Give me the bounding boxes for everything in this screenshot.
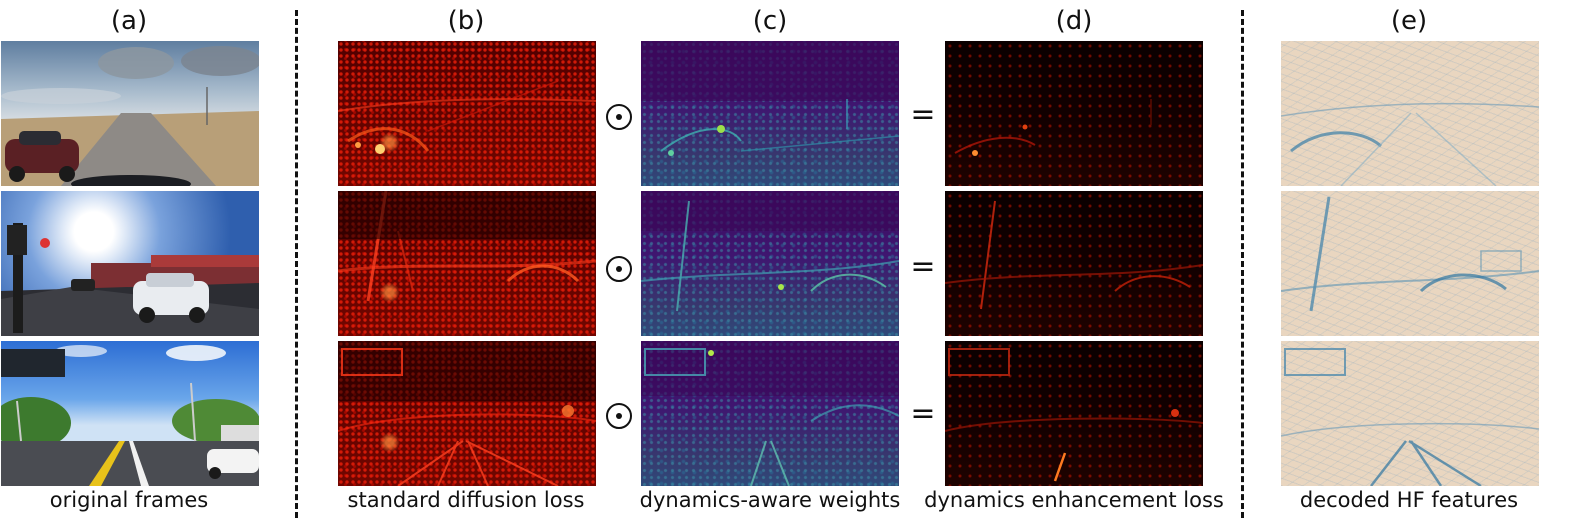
loss-b-2-structure: [338, 191, 596, 302]
dynamics-weights-map-1: [641, 41, 899, 186]
diffusion-loss-map-3: [338, 341, 596, 486]
hf-features-map-2: [1281, 191, 1539, 336]
multiply-operator-3: [606, 403, 632, 429]
caption-decoded-hf-features: decoded HF features: [1299, 488, 1519, 512]
equals-operator-2: =: [910, 249, 936, 284]
panel-label-d: (d): [1055, 6, 1093, 36]
diffusion-loss-map-2: [338, 191, 596, 336]
diffusion-loss-map-1: [338, 41, 596, 186]
weights-c-2-structure: [641, 191, 899, 312]
caption-dynamics-enhancement-loss: dynamics enhancement loss: [924, 488, 1224, 512]
equals-operator-3: =: [910, 396, 936, 431]
hf-e-1-structure: [1281, 103, 1539, 186]
dynamics-weights-map-3: [641, 341, 899, 486]
caption-original-frames: original frames: [49, 488, 209, 512]
frame-3-scene: [1, 345, 259, 486]
loss-d-1-structure: [954, 99, 1152, 156]
enhancement-loss-map-1: [945, 41, 1203, 186]
multiply-operator-1: [606, 104, 632, 130]
hf-features-map-1: [1281, 41, 1539, 186]
panel-label-b: (b): [447, 6, 485, 36]
equals-operator-1: =: [910, 97, 936, 132]
loss-d-2-structure: [945, 200, 1203, 310]
weights-c-3-structure: [641, 341, 899, 486]
panel-label-a: (a): [110, 6, 148, 36]
caption-dynamics-aware-weights: dynamics-aware weights: [639, 488, 901, 512]
hf-e-2-structure: [1281, 196, 1539, 312]
frame-2-scene: [1, 223, 259, 336]
dynamics-weights-map-2: [641, 191, 899, 336]
separator-left: [295, 10, 298, 518]
multiply-operator-2: [606, 256, 632, 282]
original-frame-3: [1, 341, 259, 486]
separator-right: [1241, 10, 1244, 518]
caption-standard-diffusion-loss: standard diffusion loss: [347, 488, 585, 512]
original-frame-1: [1, 41, 259, 186]
panel-label-e: (e): [1390, 6, 1428, 36]
loss-b-3-structure: [338, 341, 596, 486]
enhancement-loss-map-2: [945, 191, 1203, 336]
frame-1-scene: [1, 46, 259, 186]
loss-d-3-structure: [945, 348, 1203, 482]
loss-b-1-structure: [338, 80, 596, 154]
hf-e-3-structure: [1281, 348, 1539, 486]
weights-c-1-structure: [641, 41, 899, 156]
original-frame-2: [1, 191, 259, 336]
hf-features-map-3: [1281, 341, 1539, 486]
enhancement-loss-map-3: [945, 341, 1203, 486]
panel-label-c: (c): [752, 6, 788, 36]
